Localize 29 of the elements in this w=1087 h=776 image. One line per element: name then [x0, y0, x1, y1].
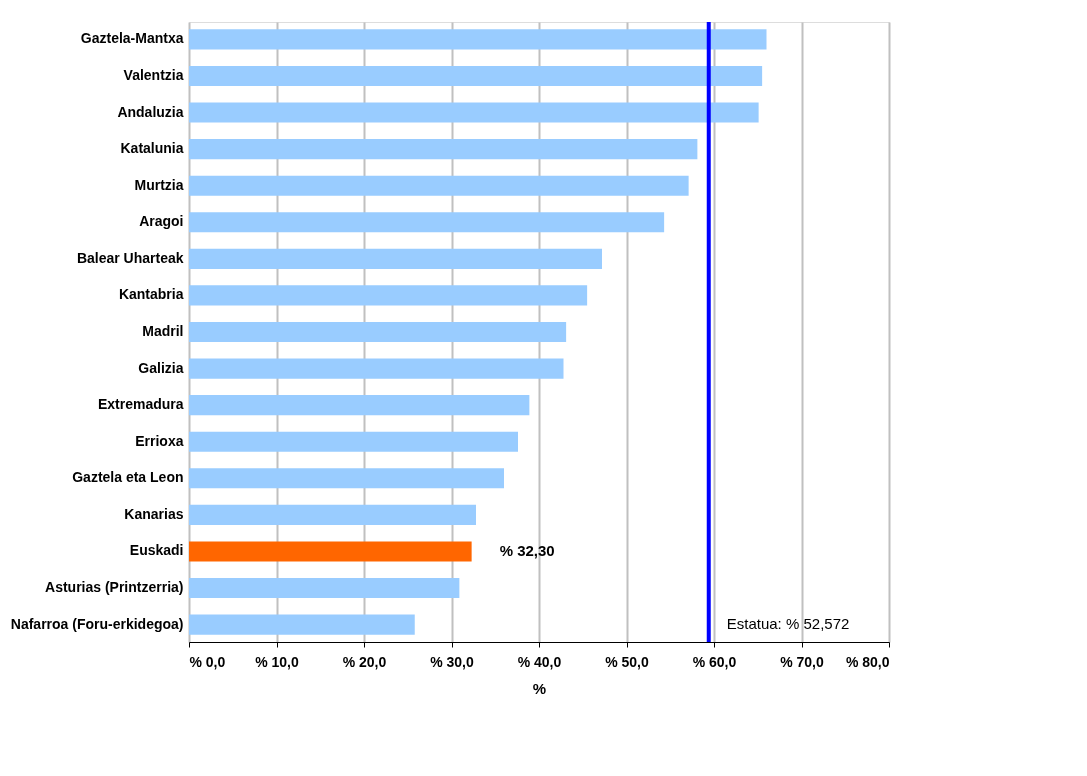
x-tick-label: % 60,0	[692, 653, 737, 670]
y-tick-label: Errioxa	[135, 432, 184, 449]
data-label: % 32,30	[499, 542, 555, 560]
x-tick-label: % 20,0	[342, 653, 387, 670]
x-tick-label: % 50,0	[605, 653, 649, 670]
x-axis-title: %	[532, 679, 547, 697]
y-tick-label: Andaluzia	[117, 103, 184, 120]
y-tick-label: Valentzia	[123, 66, 184, 83]
y-tick-label: Gaztela-Mantxa	[80, 30, 184, 47]
ref-line-label: Estatua: % 52,572	[726, 615, 850, 632]
x-tick-label: % 30,0	[430, 653, 474, 670]
x-tick-label: % 80,0	[845, 653, 890, 670]
x-tick-label: % 10,0	[255, 653, 299, 670]
y-tick-label: Extremadura	[97, 396, 184, 413]
y-tick-label: Madril	[142, 323, 184, 339]
y-tick-label: Euskadi	[129, 542, 184, 559]
x-tick-label: % 40,0	[517, 653, 562, 670]
y-tick-label: Kantabria	[118, 286, 184, 303]
y-tick-label: Kanarias	[124, 505, 184, 522]
y-tick-label: Asturias (Printzerria)	[45, 579, 184, 596]
y-tick-label: Murtzia	[134, 176, 184, 193]
x-tick-label: % 70,0	[780, 653, 824, 670]
y-tick-label: Katalunia	[120, 140, 184, 157]
y-tick-label: Galizia	[138, 359, 184, 376]
y-tick-label: Gaztela eta Leon	[72, 469, 184, 486]
y-tick-label: Balear Uharteak	[76, 249, 184, 266]
y-tick-label: Nafarroa (Foru-erkidegoa)	[10, 615, 184, 632]
y-tick-label: Aragoi	[139, 213, 184, 230]
x-tick-label: % 0,0	[189, 653, 226, 670]
